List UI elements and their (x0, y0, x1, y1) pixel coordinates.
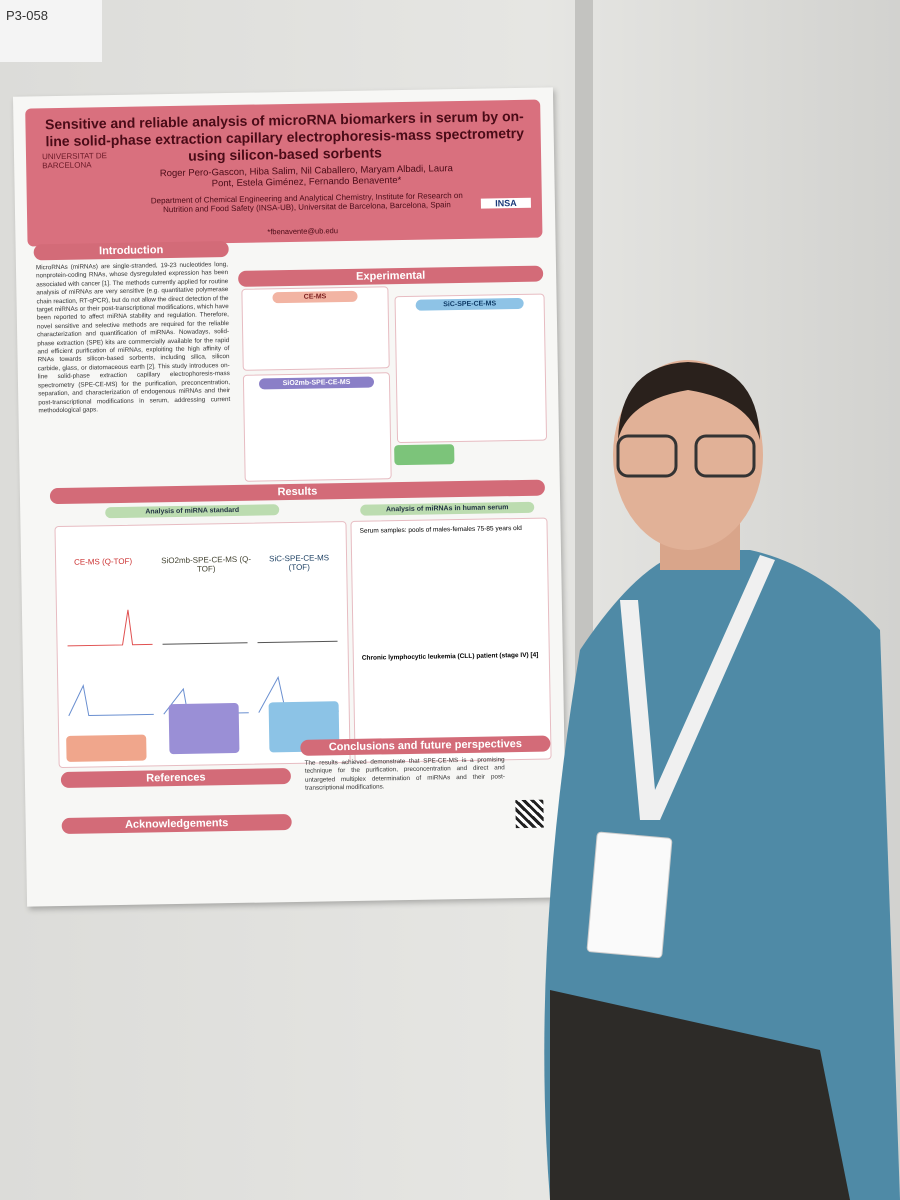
trace (67, 609, 153, 647)
results-column-title: Analysis of miRNA standard (105, 504, 280, 519)
glasses (694, 434, 756, 478)
result-note (66, 734, 147, 762)
cll-note: Chronic lymphocytic leukemia (CLL) patie… (361, 651, 539, 662)
method-box: SiO2mb-SPE-CE-MS (242, 372, 392, 482)
method-label: CE-MS (272, 290, 358, 304)
hair (618, 362, 760, 440)
lanyard (620, 555, 775, 820)
section-heading: References (60, 768, 292, 789)
technique: SiO2mb-SPE-CE-MS (Q-TOF) (161, 554, 252, 574)
poster-header: Sensitive and reliable analysis of micro… (25, 99, 543, 247)
sign-text: P3-058 (6, 8, 48, 23)
result-note (168, 702, 240, 755)
trousers (550, 990, 850, 1200)
institute-logo: INSA (480, 197, 531, 209)
head (613, 360, 763, 550)
section-heading: Acknowledgements (61, 814, 292, 835)
affiliation: Department of Chemical Engineering and A… (150, 190, 463, 215)
section-heading: Experimental (238, 265, 544, 287)
method-label: SiC-SPE-CE-MS (415, 297, 524, 311)
email: *fbenavente@ub.edu (267, 226, 339, 237)
glasses (616, 434, 678, 478)
section-heading: Introduction (33, 241, 229, 261)
university-logo: UNIVERSITAT DE BARCELONA (41, 151, 107, 171)
diagram-note (394, 444, 455, 466)
poster: Sensitive and reliable analysis of micro… (12, 87, 568, 907)
authors: Roger Pero-Gascon, Hiba Salim, Nil Cabal… (159, 163, 453, 190)
trace (162, 642, 248, 645)
method-box: CE-MS (241, 286, 390, 371)
badge (586, 831, 673, 959)
trace (68, 684, 154, 717)
sign: P3-058 (0, 0, 102, 62)
intro-text: MicroRNAs (miRNAs) are single-stranded, … (35, 261, 231, 415)
serum-note: Serum samples: pools of males-females 75… (359, 524, 522, 535)
section-heading: Results (49, 479, 546, 505)
trace (257, 640, 338, 644)
technique: SiC-SPE-CE-MS (TOF) (268, 553, 330, 573)
technique: CE-MS (Q-TOF) (73, 556, 133, 567)
conclusions-text: The results achieved demonstrate that SP… (304, 756, 505, 792)
method-label: SiO2mb-SPE-CE-MS (258, 376, 375, 390)
person (544, 360, 900, 1200)
results-column-title: Analysis of miRNAs in human serum (360, 501, 535, 516)
